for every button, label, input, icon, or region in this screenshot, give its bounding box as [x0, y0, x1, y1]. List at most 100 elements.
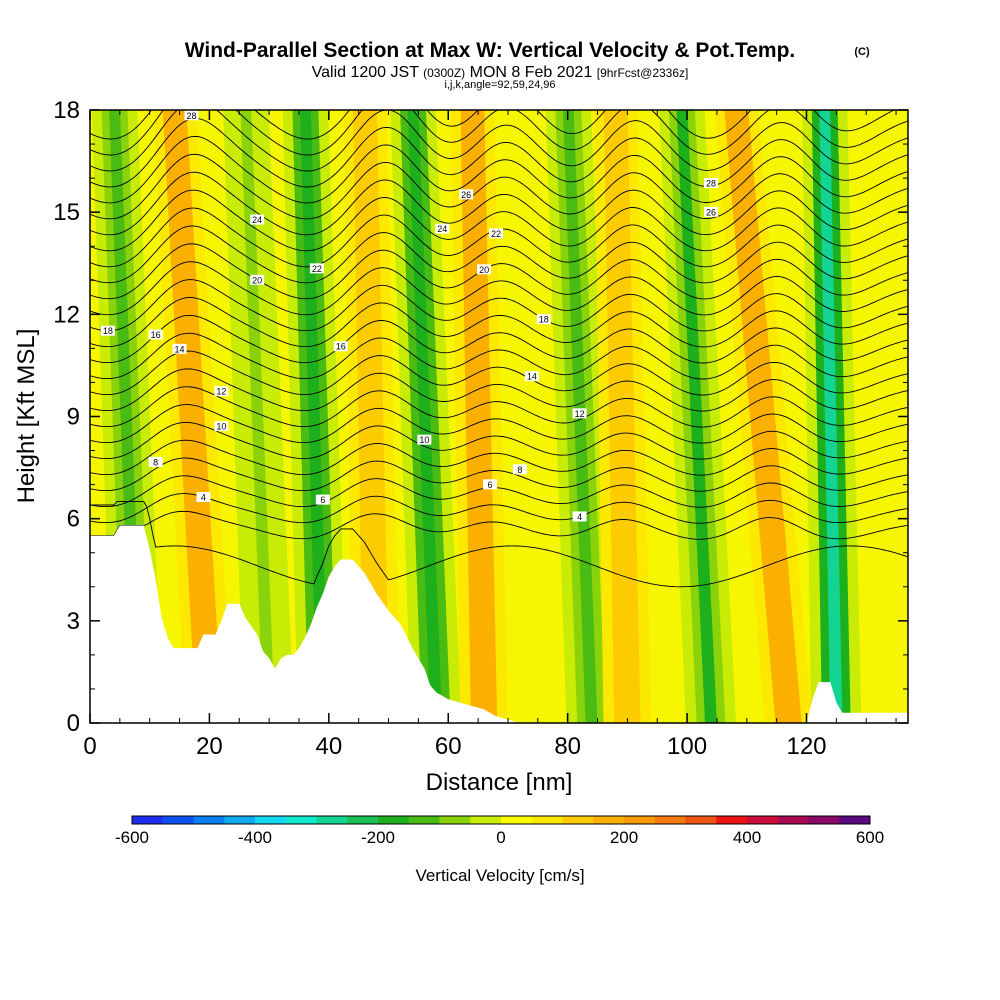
y-tick-label: 6: [67, 506, 80, 533]
downdraft-core: [240, 110, 276, 723]
contour-label: 4: [577, 512, 582, 522]
chart-subtitle: Valid 1200 JST (0300Z) MON 8 Feb 2021 [9…: [312, 64, 689, 81]
colorbar-swatch: [255, 816, 287, 824]
contour-label-box: [315, 494, 330, 505]
colorbar-swatch: [224, 816, 256, 824]
contour-label-box: [196, 491, 211, 502]
colorbar-swatch: [747, 816, 779, 824]
x-tick-label: 0: [83, 733, 96, 760]
x-axis-label: Distance [nm]: [426, 769, 573, 796]
y-tick-label: 12: [53, 301, 80, 328]
copyright-mark: (C): [854, 46, 870, 58]
contour-label-box: [172, 343, 187, 354]
colorbar-swatch: [347, 816, 379, 824]
isentrope-line: [90, 493, 908, 524]
colorbar-tick-label: 400: [733, 828, 761, 847]
y-tick-label: 0: [67, 710, 80, 737]
y-axis-label: Height [Kft MSL]: [13, 329, 40, 504]
colorbar-swatch: [593, 816, 625, 824]
contour-label-box: [435, 223, 450, 234]
chart-title: Wind-Parallel Section at Max W: Vertical…: [185, 39, 796, 62]
colorbar-tick-label: 600: [856, 828, 884, 847]
contour-label-box: [250, 214, 265, 225]
downdraft-core: [300, 110, 329, 723]
isentrope-line: [90, 501, 908, 588]
colorbar-swatch: [378, 816, 410, 824]
isentrope-line: [90, 314, 908, 364]
section-info: i,j,k,angle=92,59,24,96: [444, 79, 555, 91]
y-tick-label: 18: [53, 97, 80, 124]
contour-label-box: [148, 456, 163, 467]
contour-label-box: [489, 228, 504, 239]
colorbar-swatch: [685, 816, 717, 824]
contour-label-box: [417, 434, 432, 445]
colorbar: [131, 815, 871, 825]
x-tick-label: 40: [315, 733, 342, 760]
contour-label: 20: [479, 265, 489, 275]
contour-label-box: [572, 511, 587, 522]
contour-label-box: [148, 329, 163, 340]
contour-label: 22: [491, 229, 501, 239]
contour-label-box: [512, 464, 527, 475]
colorbar-swatch: [132, 816, 164, 824]
contour-label: 10: [216, 422, 226, 432]
y-tick-label: 9: [67, 404, 80, 431]
colorbar-label: Vertical Velocity [cm/s]: [415, 866, 584, 885]
isentrope-line: [90, 350, 908, 396]
colorbar-tick-label: -200: [361, 828, 395, 847]
contour-label: 16: [336, 342, 346, 352]
colorbar-swatch: [531, 816, 563, 824]
x-tick-label: 20: [196, 733, 223, 760]
contour-label: 26: [461, 190, 471, 200]
updraft-core: [603, 110, 641, 723]
isentrope-line: [90, 243, 908, 300]
isentrope-line: [90, 279, 908, 332]
y-tick-label: 15: [53, 199, 80, 226]
isentrope-line: [90, 297, 908, 348]
contour-label: 12: [575, 409, 585, 419]
isentrope-line: [90, 457, 908, 492]
isentrope-line: [90, 153, 908, 220]
isentrope-line: [90, 368, 908, 412]
updraft-core: [353, 110, 390, 723]
contour-label-box: [536, 314, 551, 325]
contour-label: 6: [488, 480, 493, 490]
contour-label-box: [572, 408, 587, 419]
contour-label: 14: [175, 344, 185, 354]
x-tick-label: 60: [435, 733, 462, 760]
colorbar-swatch: [439, 816, 471, 824]
isentrope-line: [90, 475, 908, 508]
colorbar-swatch: [316, 816, 348, 824]
contour-label-box: [214, 421, 229, 432]
y-tick-label: 3: [67, 608, 80, 635]
x-tick-label: 120: [786, 733, 826, 760]
isentrope-line: [90, 189, 908, 252]
contour-label-box: [524, 371, 539, 382]
colorbar-tick-label: 200: [610, 828, 638, 847]
colorbar-swatch: [501, 816, 533, 824]
downdraft-core: [819, 110, 843, 723]
contour-label: 18: [539, 315, 549, 325]
contour-label-box: [703, 177, 718, 188]
contour-label: 6: [320, 495, 325, 505]
colorbar-swatch: [162, 816, 194, 824]
contour-label-box: [477, 264, 492, 275]
colorbar-swatch: [716, 816, 748, 824]
contour-label: 22: [312, 264, 322, 274]
colorbar-tick-label: -600: [115, 828, 149, 847]
contour-label: 8: [517, 465, 522, 475]
contour-label: 14: [527, 372, 537, 382]
contour-label: 12: [216, 387, 226, 397]
contour-label-box: [333, 341, 348, 352]
updraft-core: [162, 110, 223, 723]
colorbar-swatch: [408, 816, 440, 824]
colorbar-swatch: [624, 816, 656, 824]
colorbar-swatch: [777, 816, 809, 824]
colorbar-tick-label: -400: [238, 828, 272, 847]
colorbar-swatch: [470, 816, 502, 824]
contour-label: 4: [201, 492, 206, 502]
contour-label: 8: [153, 457, 158, 467]
contour-label: 28: [186, 111, 196, 121]
contour-label-box: [483, 479, 498, 490]
